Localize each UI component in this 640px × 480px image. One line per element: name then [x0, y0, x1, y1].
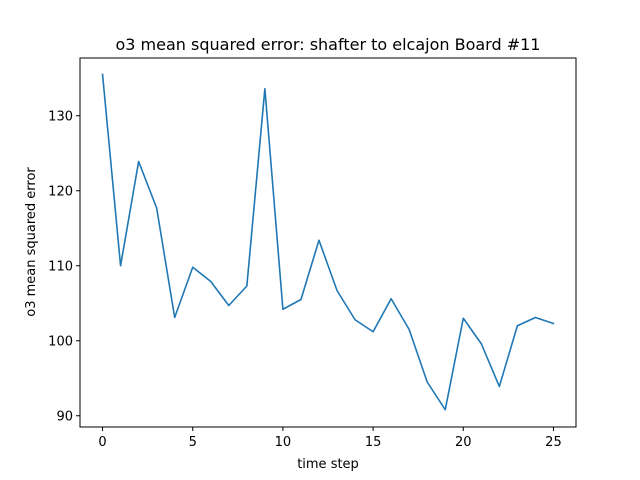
x-tick-label: 15 [365, 435, 382, 450]
x-tick-label: 5 [189, 435, 197, 450]
series-line [101, 73, 555, 411]
y-tick-label: 110 [48, 259, 73, 274]
axes-frame [79, 57, 577, 428]
y-tick-label: 120 [48, 184, 73, 199]
x-tick-label: 0 [98, 435, 106, 450]
x-tick-label: 20 [455, 435, 472, 450]
y-tick-label: 100 [48, 334, 73, 349]
x-axis-label: time step [297, 457, 359, 472]
y-tick-label: 90 [56, 409, 73, 424]
y-tick-label: 130 [48, 109, 73, 124]
y-axis-ticks: 90 100 110 120 130 [48, 109, 80, 424]
y-axis-label: o3 mean squared error [24, 167, 39, 317]
x-tick-label: 10 [275, 435, 292, 450]
chart-title: o3 mean squared error: shafter to elcajo… [116, 35, 541, 54]
x-axis-ticks: 0 5 10 15 20 25 [98, 427, 562, 450]
x-tick-label: 25 [545, 435, 562, 450]
plot-area [79, 57, 577, 428]
